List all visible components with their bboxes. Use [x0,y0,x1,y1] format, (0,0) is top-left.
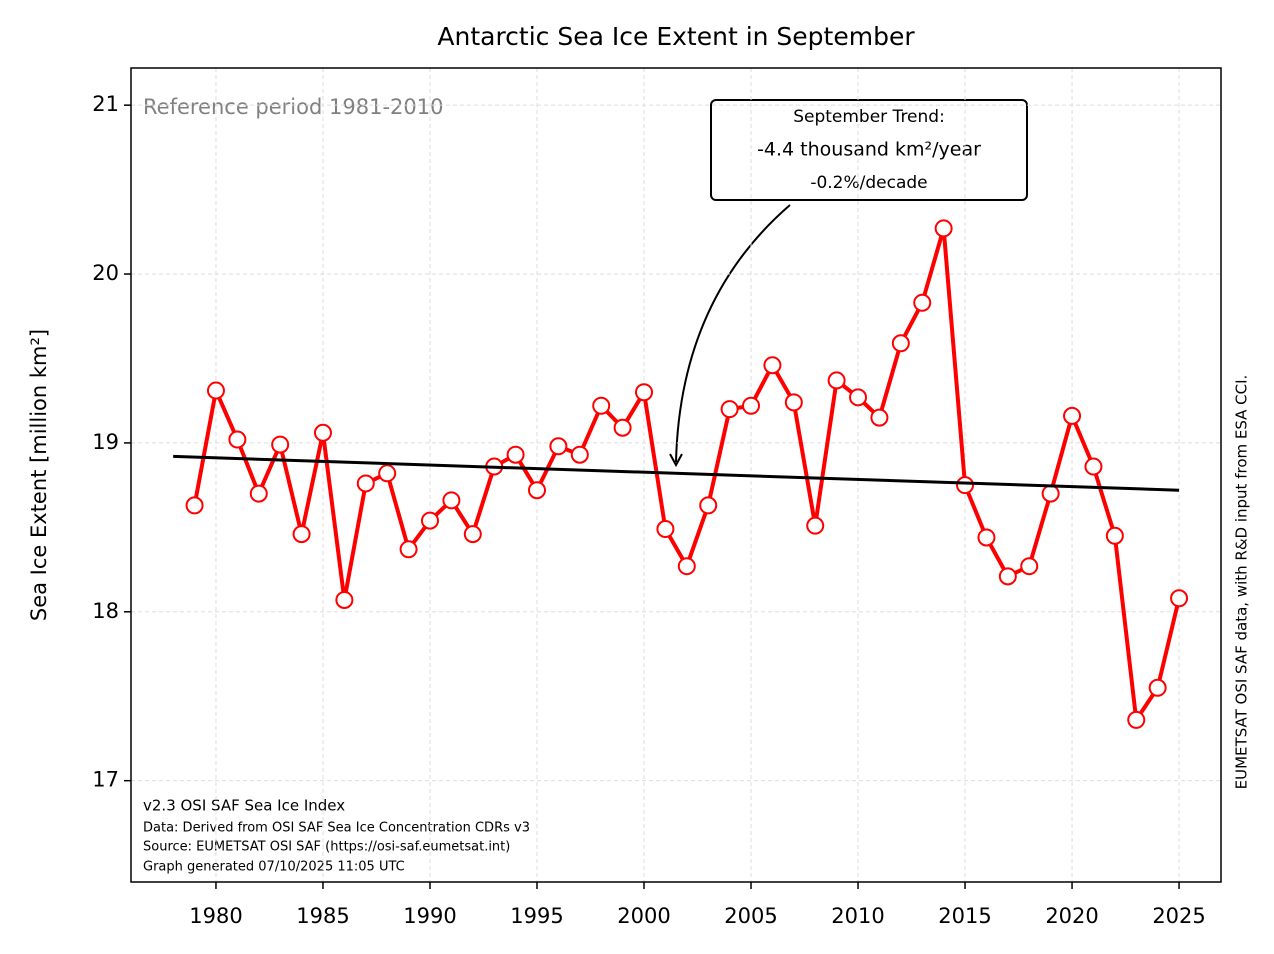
data-point [399,540,418,559]
data-point [742,396,761,415]
trend-box [710,99,1028,201]
data-point [228,430,247,449]
x-tick-label: 2000 [617,904,670,928]
y-tick-label: 19 [92,430,119,454]
data-point [699,496,718,515]
data-point [613,418,632,437]
y-axis-label: Sea Ice Extent [million km²] [27,329,51,621]
arrow-head [669,453,683,468]
data-point [806,516,825,535]
y-tick-label: 20 [92,261,119,285]
data-point [420,511,439,530]
x-tick-label: 1985 [296,904,349,928]
data-point [1170,589,1189,608]
data-point [720,400,739,419]
data-point [335,590,354,609]
data-point [271,435,290,454]
x-tick-label: 2010 [831,904,884,928]
reference-note: Reference period 1981-2010 [143,95,443,119]
data-point [784,393,803,412]
data-point [1063,406,1082,425]
data-point [527,481,546,500]
trend-text: -4.4 thousand km²/year [757,139,981,161]
data-point [827,371,846,390]
data-point [677,557,696,576]
footer: Graph generated 07/10/2025 11:05 UTC [143,860,405,875]
x-tick-label: 2015 [938,904,991,928]
data-point [763,356,782,375]
data-point [378,464,397,483]
y-tick-label: 17 [92,768,119,792]
data-point [849,388,868,407]
data-point [870,408,889,427]
data-point [206,381,225,400]
x-tick-label: 1995 [510,904,563,928]
data-point [998,567,1017,586]
data-point [934,219,953,238]
footer: Source: EUMETSAT OSI SAF (https://osi-sa… [143,840,510,855]
trend-text: -0.2%/decade [810,173,927,193]
credit: EUMETSAT OSI SAF data, with R&D input fr… [1233,375,1251,790]
arrow [675,204,791,463]
data-point [635,383,654,402]
y-tick-label: 18 [92,599,119,623]
y-tick-label: 21 [92,92,119,116]
data-point [442,491,461,510]
data-point [913,293,932,312]
data-point [1041,484,1060,503]
data-point [977,528,996,547]
data-point [570,445,589,464]
data-point [292,525,311,544]
plot-frame [130,67,1222,883]
x-tick-label: 1980 [189,904,242,928]
footer: v2.3 OSI SAF Sea Ice Index [143,797,345,815]
trend-text: September Trend: [793,107,945,127]
data-point [249,484,268,503]
data-point [506,445,525,464]
data-point [185,496,204,515]
data-point [891,334,910,353]
data-point [1148,678,1167,697]
series-line [173,454,1180,492]
x-tick-label: 1990 [403,904,456,928]
chart-title: Antarctic Sea Ice Extent in September [437,22,915,51]
data-point [1105,526,1124,545]
x-tick-label: 2005 [724,904,777,928]
data-point [1084,457,1103,476]
data-point [1020,557,1039,576]
x-tick-label: 2025 [1152,904,1205,928]
data-point [356,474,375,493]
data-point [549,437,568,456]
footer: Data: Derived from OSI SAF Sea Ice Conce… [143,821,530,836]
data-point [1127,710,1146,729]
data-point [463,525,482,544]
x-tick-label: 2020 [1045,904,1098,928]
data-point [313,423,332,442]
data-point [592,396,611,415]
data-point [956,476,975,495]
data-point [656,520,675,539]
